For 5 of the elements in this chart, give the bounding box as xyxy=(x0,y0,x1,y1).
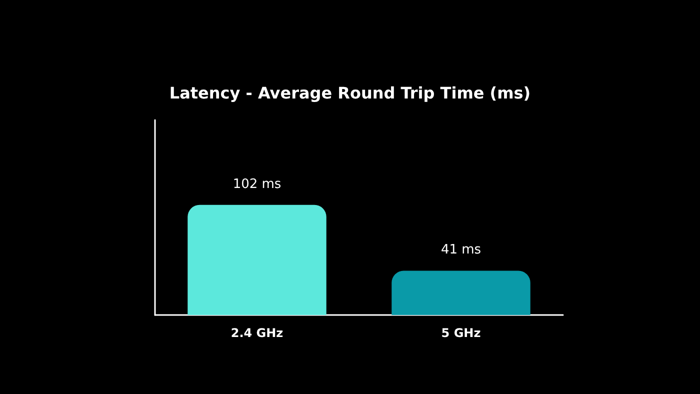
data-label: 102 ms xyxy=(232,176,282,192)
data-label: 41 ms xyxy=(440,242,482,258)
x-tick-label: 2.4 GHz xyxy=(230,326,284,340)
chart-title: Latency - Average Round Trip Time (ms) xyxy=(169,84,531,102)
x-tick-label: 5 GHz xyxy=(441,326,481,340)
